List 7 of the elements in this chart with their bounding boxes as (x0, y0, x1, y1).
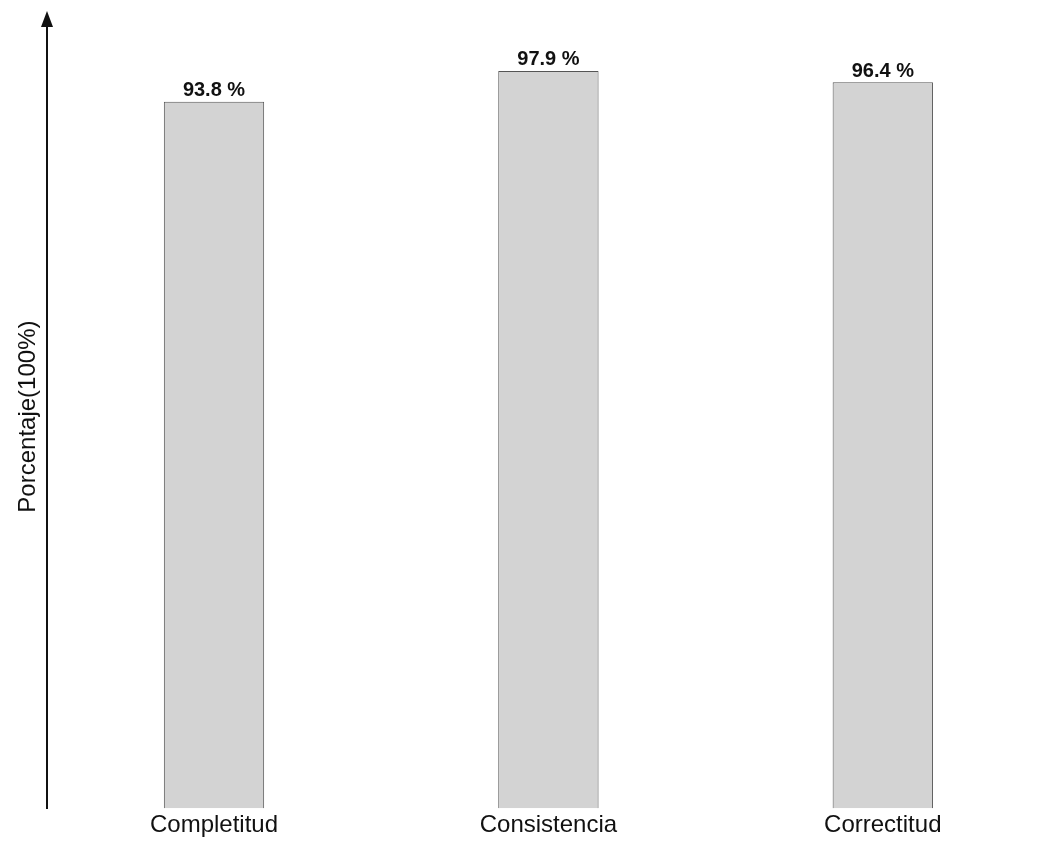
x-tick-label: Correctitud (824, 810, 942, 838)
x-tick-label: Consistencia (479, 810, 618, 838)
y-axis-title: Porcentaje(100%) (13, 320, 41, 513)
x-tick-label: Completitud (149, 810, 279, 838)
data-label: 96.4 % (851, 58, 915, 81)
data-label: 97.9 % (517, 47, 580, 70)
data-label: 93.8 % (182, 78, 246, 101)
